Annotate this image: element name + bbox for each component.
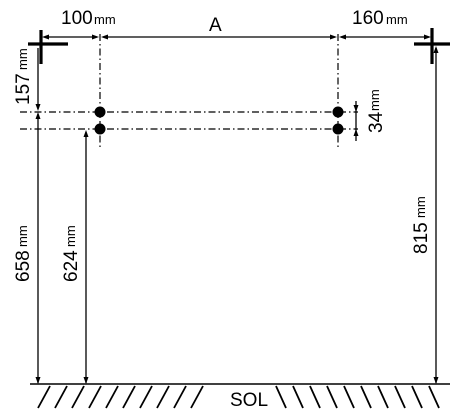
dimension-center-span <box>101 34 337 40</box>
inner-height-unit: mm <box>63 225 78 247</box>
right-offset-unit: mm <box>386 12 408 27</box>
floor-hatch-stroke <box>139 385 153 409</box>
right-height-value: 815 <box>411 222 432 254</box>
spacing-value: 34 <box>366 111 387 133</box>
floor-hatch-stroke <box>394 385 406 409</box>
floor-hatch-stroke <box>54 385 68 409</box>
floor-hatch-stroke <box>156 385 170 409</box>
floor-hatch-stroke <box>428 385 440 409</box>
dimension-left-offset <box>42 34 99 40</box>
floor-hatch-stroke <box>360 385 372 409</box>
left-offset-unit: mm <box>94 12 116 27</box>
floor-hatch-stroke <box>411 385 423 409</box>
hole-top-left <box>94 106 106 118</box>
top-drop-value: 157 <box>13 73 34 105</box>
floor-hatch-stroke <box>190 385 204 409</box>
right-cross-mark <box>414 28 450 64</box>
spacing-unit: mm <box>367 89 382 111</box>
right-offset-value: 160 <box>352 8 384 29</box>
dimension-right-height <box>433 46 439 384</box>
dimension-left-height <box>35 112 41 384</box>
floor-hatch-stroke <box>37 385 51 409</box>
floor-hatch-stroke <box>343 385 355 409</box>
floor-hatch-stroke <box>292 385 304 409</box>
right-height-unit: mm <box>413 196 428 218</box>
floor-hatch-stroke <box>88 385 102 409</box>
dimension-top-drop <box>35 48 41 111</box>
floor-hatch-stroke <box>122 385 136 409</box>
floor-hatch-stroke <box>326 385 338 409</box>
center-span-label: A <box>209 15 222 36</box>
floor-hatch-stroke <box>71 385 85 409</box>
hole-bottom-left <box>94 123 106 135</box>
dimension-right-offset <box>339 34 431 40</box>
floor-hatch-stroke <box>377 385 389 409</box>
floor-hatch-stroke <box>105 385 119 409</box>
floor-hatching <box>37 385 440 409</box>
floor-hatch-stroke <box>173 385 187 409</box>
left-height-value: 658 <box>13 250 34 282</box>
dimension-spacing <box>353 101 359 141</box>
floor-label: SOL <box>230 390 268 411</box>
floor-hatch-stroke <box>309 385 321 409</box>
floor-hatch-stroke <box>275 385 287 409</box>
left-height-unit: mm <box>15 225 30 247</box>
hole-bottom-right <box>332 123 344 135</box>
hole-top-right <box>332 106 344 118</box>
left-offset-value: 100 <box>61 8 93 29</box>
dimension-inner-height <box>83 130 89 384</box>
left-cross-mark <box>28 30 68 64</box>
top-drop-unit: mm <box>15 48 30 70</box>
inner-height-value: 624 <box>61 250 82 282</box>
floor-label-background <box>226 386 270 412</box>
